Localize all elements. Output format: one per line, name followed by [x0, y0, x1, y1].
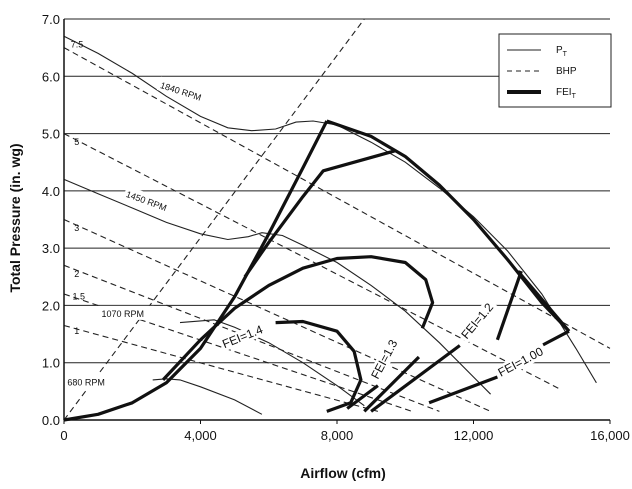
fei-curve-3	[161, 255, 435, 381]
annotation-text-5: 1	[74, 326, 79, 336]
annotation-text-10: FEI=1.4	[220, 322, 265, 351]
annotation-text-1: 5	[74, 137, 79, 147]
annotation-bg-13	[493, 342, 549, 381]
y-tick-label-6: 6.0	[42, 69, 60, 84]
axes: 0 4,000 8,000 12,000 16,000 0.0 1.0 2.0 3.0 4.0 5.…	[42, 12, 630, 443]
gridlines	[64, 18, 610, 364]
legend-box	[498, 33, 612, 108]
annotation-680-rpm: 680 RPM	[65, 374, 113, 389]
x-tick-label-2: 8,000	[321, 428, 354, 443]
annotation-3: 3	[74, 223, 79, 233]
annotation-text-4: 1.5	[73, 292, 86, 302]
x-tick-label-1: 4,000	[184, 428, 217, 443]
fei-curve-5	[346, 384, 379, 410]
annotation-fei-1-4: FEI=1.4	[218, 321, 268, 352]
y-tick-label-3: 3.0	[42, 241, 60, 256]
annotation-bg-6	[156, 76, 213, 107]
x-tick-label-4: 16,000	[590, 428, 630, 443]
x-axis-title: Airflow (cfm)	[300, 465, 386, 481]
fei-curve-11	[541, 329, 570, 347]
annotation-2: 2	[74, 269, 79, 279]
annotation-1: 1	[74, 326, 79, 336]
legend-label-pt: PT	[556, 45, 568, 58]
annotation-text-0: 7.5	[71, 40, 84, 50]
x-tick-label-0: 0	[60, 428, 67, 443]
annotation-bg-11	[367, 334, 402, 384]
annotation-bg-7	[122, 185, 179, 218]
fei-curve-6	[363, 355, 421, 413]
fei-curve-4	[275, 319, 363, 413]
bhp-curve-5	[63, 324, 379, 412]
annotation-text-11: FEI=1.3	[368, 337, 400, 381]
y-tick-label-7: 7.0	[42, 12, 60, 27]
annotation-5: 5	[74, 137, 79, 147]
y-axis-title: Total Pressure (in. wg)	[7, 143, 23, 292]
fei-curve-2	[243, 149, 396, 278]
bhp-curve-6	[63, 18, 365, 421]
legend: PT BHP FEIT	[498, 33, 612, 108]
annotation-1-5: 1.5	[73, 292, 86, 302]
annotation-text-8: 1070 RPM	[102, 309, 145, 319]
y-tick-label-4: 4.0	[42, 184, 60, 199]
fei-curve-10	[516, 270, 571, 333]
fei-curve-7	[370, 344, 461, 413]
fei-curve-1	[326, 119, 571, 333]
fei-curve-8	[428, 375, 498, 405]
annotation-text-2: 3	[74, 223, 79, 233]
annotation-text-9: 680 RPM	[67, 378, 105, 388]
annotation-text-12: FEI=1.2	[458, 300, 496, 342]
y-tick-label-5: 5.0	[42, 127, 60, 142]
bhp-curve-0	[63, 47, 611, 349]
annotation-fei-1-3: FEI=1.3	[367, 334, 402, 384]
pressure-curve-1840-rpm	[63, 35, 597, 384]
fei-curve-9	[495, 270, 523, 341]
annotation-text-3: 2	[74, 269, 79, 279]
legend-label-fei: FEIT	[556, 87, 577, 100]
y-tick-label-2: 2.0	[42, 298, 60, 313]
pressure-curve-680-rpm	[152, 378, 263, 415]
annotation-1070-rpm: 1070 RPM	[99, 305, 154, 320]
annotation-bg-9	[65, 374, 113, 389]
y-tick-label-1: 1.0	[42, 356, 60, 371]
bhp-curve-2	[63, 218, 491, 412]
bhp-curve-1	[63, 133, 560, 389]
annotation-fei-1-2: FEI=1.2	[456, 297, 499, 344]
curve-labels: 7.5 5 3 2 1.5 1 1840 RPM 1450 RPM 1070 RPM 680 RP…	[65, 40, 549, 389]
x-tick-label-3: 12,000	[454, 428, 494, 443]
annotation-1840-rpm: 1840 RPM	[156, 76, 213, 107]
annotation-bg-12	[456, 297, 499, 344]
annotation-1450-rpm: 1450 RPM	[122, 185, 179, 218]
legend-label-bhp: BHP	[556, 66, 577, 77]
y-tick-label-0: 0.0	[42, 413, 60, 428]
fei-curves	[63, 119, 571, 422]
annotation-7-5: 7.5	[71, 40, 84, 50]
annotation-fei-1-00: FEI=1.00	[493, 342, 549, 381]
annotation-bg-10	[218, 321, 268, 352]
annotation-text-13: FEI=1.00	[496, 344, 546, 380]
annotation-bg-8	[99, 305, 154, 320]
fei-curve-0	[63, 120, 329, 422]
